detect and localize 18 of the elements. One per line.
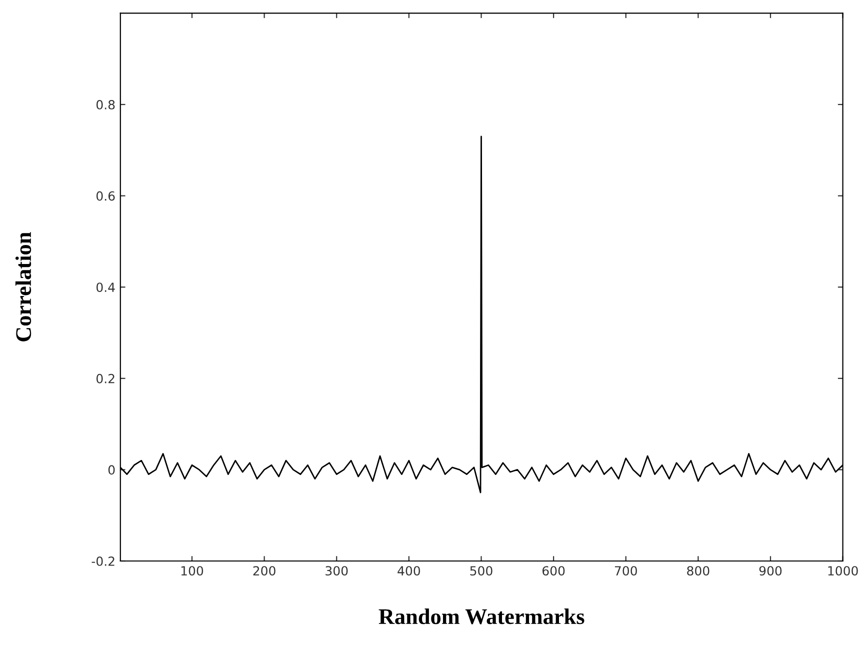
x-tick-label: 900 <box>759 566 782 576</box>
x-tick-label: 600 <box>542 566 565 576</box>
y-tick-label: 0.8 <box>96 100 115 110</box>
y-tick-label: 0 <box>108 465 115 475</box>
x-tick-label: 500 <box>470 566 492 576</box>
x-tick-label: 800 <box>687 566 710 576</box>
y-axis-title: Correlation <box>15 232 32 342</box>
y-tick-label: -0.2 <box>92 556 114 566</box>
x-tick-label: 300 <box>326 566 348 576</box>
y-tick-label: 0.2 <box>96 374 114 384</box>
x-axis-title: Random Watermarks <box>378 608 584 624</box>
y-tick-label: 0.4 <box>96 282 115 292</box>
x-tick-label: 200 <box>253 566 276 576</box>
x-tick-label: 700 <box>614 566 637 576</box>
x-tick-label: 100 <box>181 566 204 576</box>
x-tick-label: 400 <box>398 566 420 576</box>
x-tick-label: 1000 <box>828 566 858 576</box>
y-tick-label: 0.6 <box>96 191 115 201</box>
